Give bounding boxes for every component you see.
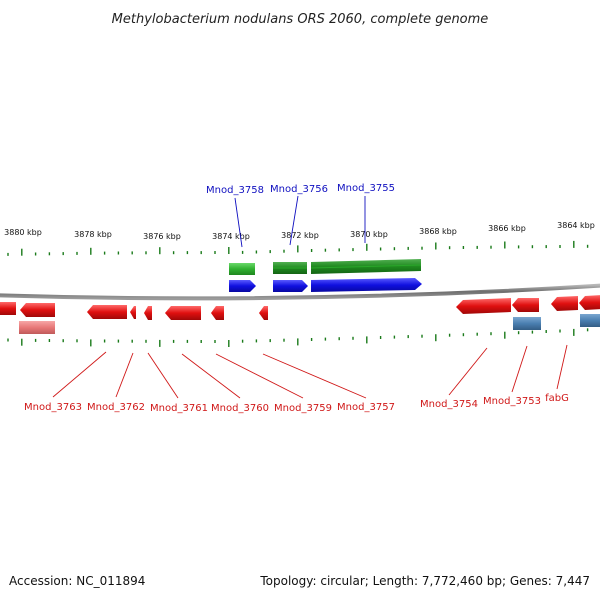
map-title: Methylobacterium nodulans ORS 2060, comp… [112,12,489,27]
gene-label[interactable]: Mnod_3758 [206,185,264,196]
gene-label[interactable]: Mnod_3763 [24,402,82,413]
cds-arrow[interactable] [211,306,224,320]
accession-label: Accession: NC_011894 [9,574,146,588]
cds-arrow[interactable] [456,298,511,314]
tick-label: 3864 kbp [557,221,595,230]
tick-ruler-top [7,240,589,256]
cds-arrow[interactable] [165,306,201,320]
cds-arrow[interactable] [579,295,600,310]
forward-cds [229,278,422,292]
tick-label: 3872 kbp [281,231,319,240]
cds-arrow[interactable] [20,303,55,317]
gene-label[interactable]: Mnod_3756 [270,184,328,195]
cds-arrow[interactable] [0,302,16,315]
tick-label: 3874 kbp [212,232,250,241]
tick-ruler-bottom [7,328,589,347]
tick-label: 3876 kbp [143,232,181,241]
genome-summary: Topology: circular; Length: 7,772,460 bp… [260,574,590,588]
cds-arrow[interactable] [229,280,256,292]
tick-label: 3880 kbp [4,228,42,237]
forward-genes [229,259,422,275]
cds-arrow[interactable] [259,306,268,320]
gene-label[interactable]: Mnod_3755 [337,183,395,194]
gene-feature[interactable] [580,314,600,327]
cds-arrow[interactable] [311,278,422,292]
genome-backbone [0,283,600,301]
gene-label[interactable]: Mnod_3760 [211,403,269,414]
gene-feature[interactable] [19,321,55,334]
reverse-cds [0,295,600,320]
gene-label[interactable]: Mnod_3759 [274,403,332,414]
gene-label[interactable]: Mnod_3762 [87,402,145,413]
cds-arrow[interactable] [130,306,136,319]
tick-label: 3878 kbp [74,230,112,239]
gene-feature[interactable] [513,317,541,330]
reverse-genes [19,314,600,334]
gene-label[interactable]: fabG [545,393,569,404]
cds-arrow[interactable] [551,296,578,311]
tick-label: 3868 kbp [419,227,457,236]
bottom-gene-labels [52,344,568,399]
cds-arrow[interactable] [273,280,308,292]
tick-label: 3866 kbp [488,224,526,233]
gene-feature[interactable] [229,263,255,275]
top-gene-labels: Mnod_3758 Mnod_3756 Mnod_3755 [206,183,395,248]
cds-arrow[interactable] [87,305,127,319]
cds-arrow[interactable] [512,298,539,312]
gene-label[interactable]: Mnod_3761 [150,403,208,414]
gene-label[interactable]: Mnod_3754 [420,399,478,410]
cds-arrow[interactable] [144,306,152,320]
gene-label[interactable]: Mnod_3753 [483,396,541,407]
bottom-gene-label-text: Mnod_3763 Mnod_3762 Mnod_3761 Mnod_3760 … [24,393,569,414]
gene-label[interactable]: Mnod_3757 [337,402,395,413]
tick-label: 3870 kbp [350,230,388,239]
